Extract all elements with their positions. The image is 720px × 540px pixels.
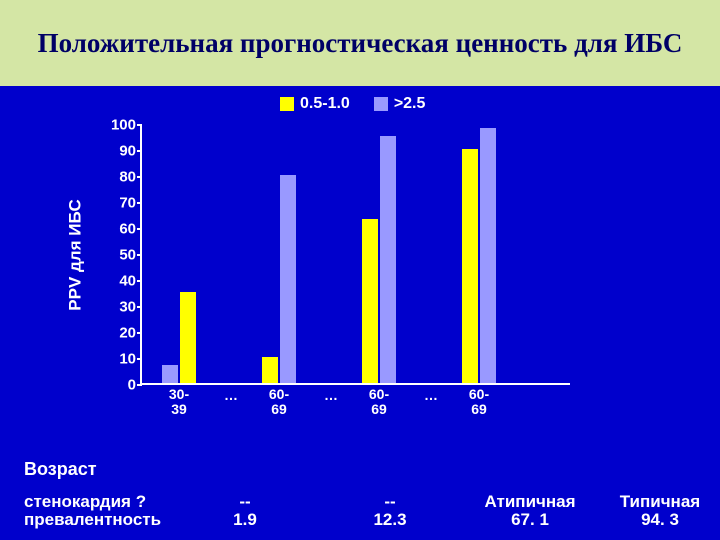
y-tick-label: 10 (96, 351, 136, 368)
bar (362, 219, 378, 383)
legend-swatch-0 (280, 97, 294, 111)
y-axis-label: PPV для ИБС (66, 199, 86, 310)
chart-area: 0.5-1.0 >2.5 PPV для ИБС 010203040506070… (80, 95, 580, 435)
bar (280, 175, 296, 383)
x-tick-label: 60-69 (456, 387, 502, 418)
x-ellipsis: … (324, 387, 338, 403)
y-tick-mark (137, 306, 142, 308)
y-tick-label: 50 (96, 247, 136, 264)
col-top-value: Типичная (600, 493, 720, 512)
plot-area: 010203040506070809010030-39…60-69…60-69…… (140, 125, 570, 385)
col-top-value: -- (185, 493, 305, 512)
legend: 0.5-1.0 >2.5 (280, 95, 425, 113)
y-tick-label: 70 (96, 195, 136, 212)
y-tick-mark (137, 384, 142, 386)
slide-title: Положительная прогностическая ценность д… (38, 27, 683, 59)
x-tick-label: 30-39 (156, 387, 202, 418)
legend-item: 0.5-1.0 (280, 95, 350, 113)
legend-label-0: 0.5-1.0 (300, 95, 350, 113)
legend-label-1: >2.5 (394, 95, 426, 113)
bar (480, 128, 496, 383)
x-ellipsis: … (424, 387, 438, 403)
col-top-value: -- (330, 493, 450, 512)
row-label-prevalence: превалентность (24, 511, 161, 530)
y-tick-mark (137, 280, 142, 282)
y-tick-mark (137, 228, 142, 230)
col-top-value: Атипичная (470, 493, 590, 512)
age-label: Возраст (24, 459, 97, 480)
bar (162, 365, 178, 383)
y-tick-mark (137, 358, 142, 360)
col-bot-value: 94. 3 (600, 511, 720, 530)
row-label-angina: стенокардия ? (24, 493, 146, 512)
y-tick-label: 30 (96, 299, 136, 316)
legend-swatch-1 (374, 97, 388, 111)
y-tick-label: 60 (96, 221, 136, 238)
y-tick-mark (137, 150, 142, 152)
x-ellipsis: … (224, 387, 238, 403)
legend-item: >2.5 (374, 95, 426, 113)
y-tick-label: 0 (96, 377, 136, 394)
y-tick-mark (137, 124, 142, 126)
title-band: Положительная прогностическая ценность д… (0, 0, 720, 86)
y-tick-label: 100 (96, 117, 136, 134)
x-tick-label: 60-69 (256, 387, 302, 418)
col-bot-value: 12.3 (330, 511, 450, 530)
y-tick-mark (137, 202, 142, 204)
bar (462, 149, 478, 383)
y-tick-label: 90 (96, 143, 136, 160)
col-bot-value: 1.9 (185, 511, 305, 530)
y-tick-mark (137, 176, 142, 178)
col-bot-value: 67. 1 (470, 511, 590, 530)
y-tick-label: 40 (96, 273, 136, 290)
y-tick-label: 20 (96, 325, 136, 342)
bar (262, 357, 278, 383)
bar (180, 292, 196, 383)
y-tick-label: 80 (96, 169, 136, 186)
bar (380, 136, 396, 383)
x-tick-label: 60-69 (356, 387, 402, 418)
y-tick-mark (137, 254, 142, 256)
y-tick-mark (137, 332, 142, 334)
slide: Положительная прогностическая ценность д… (0, 0, 720, 540)
